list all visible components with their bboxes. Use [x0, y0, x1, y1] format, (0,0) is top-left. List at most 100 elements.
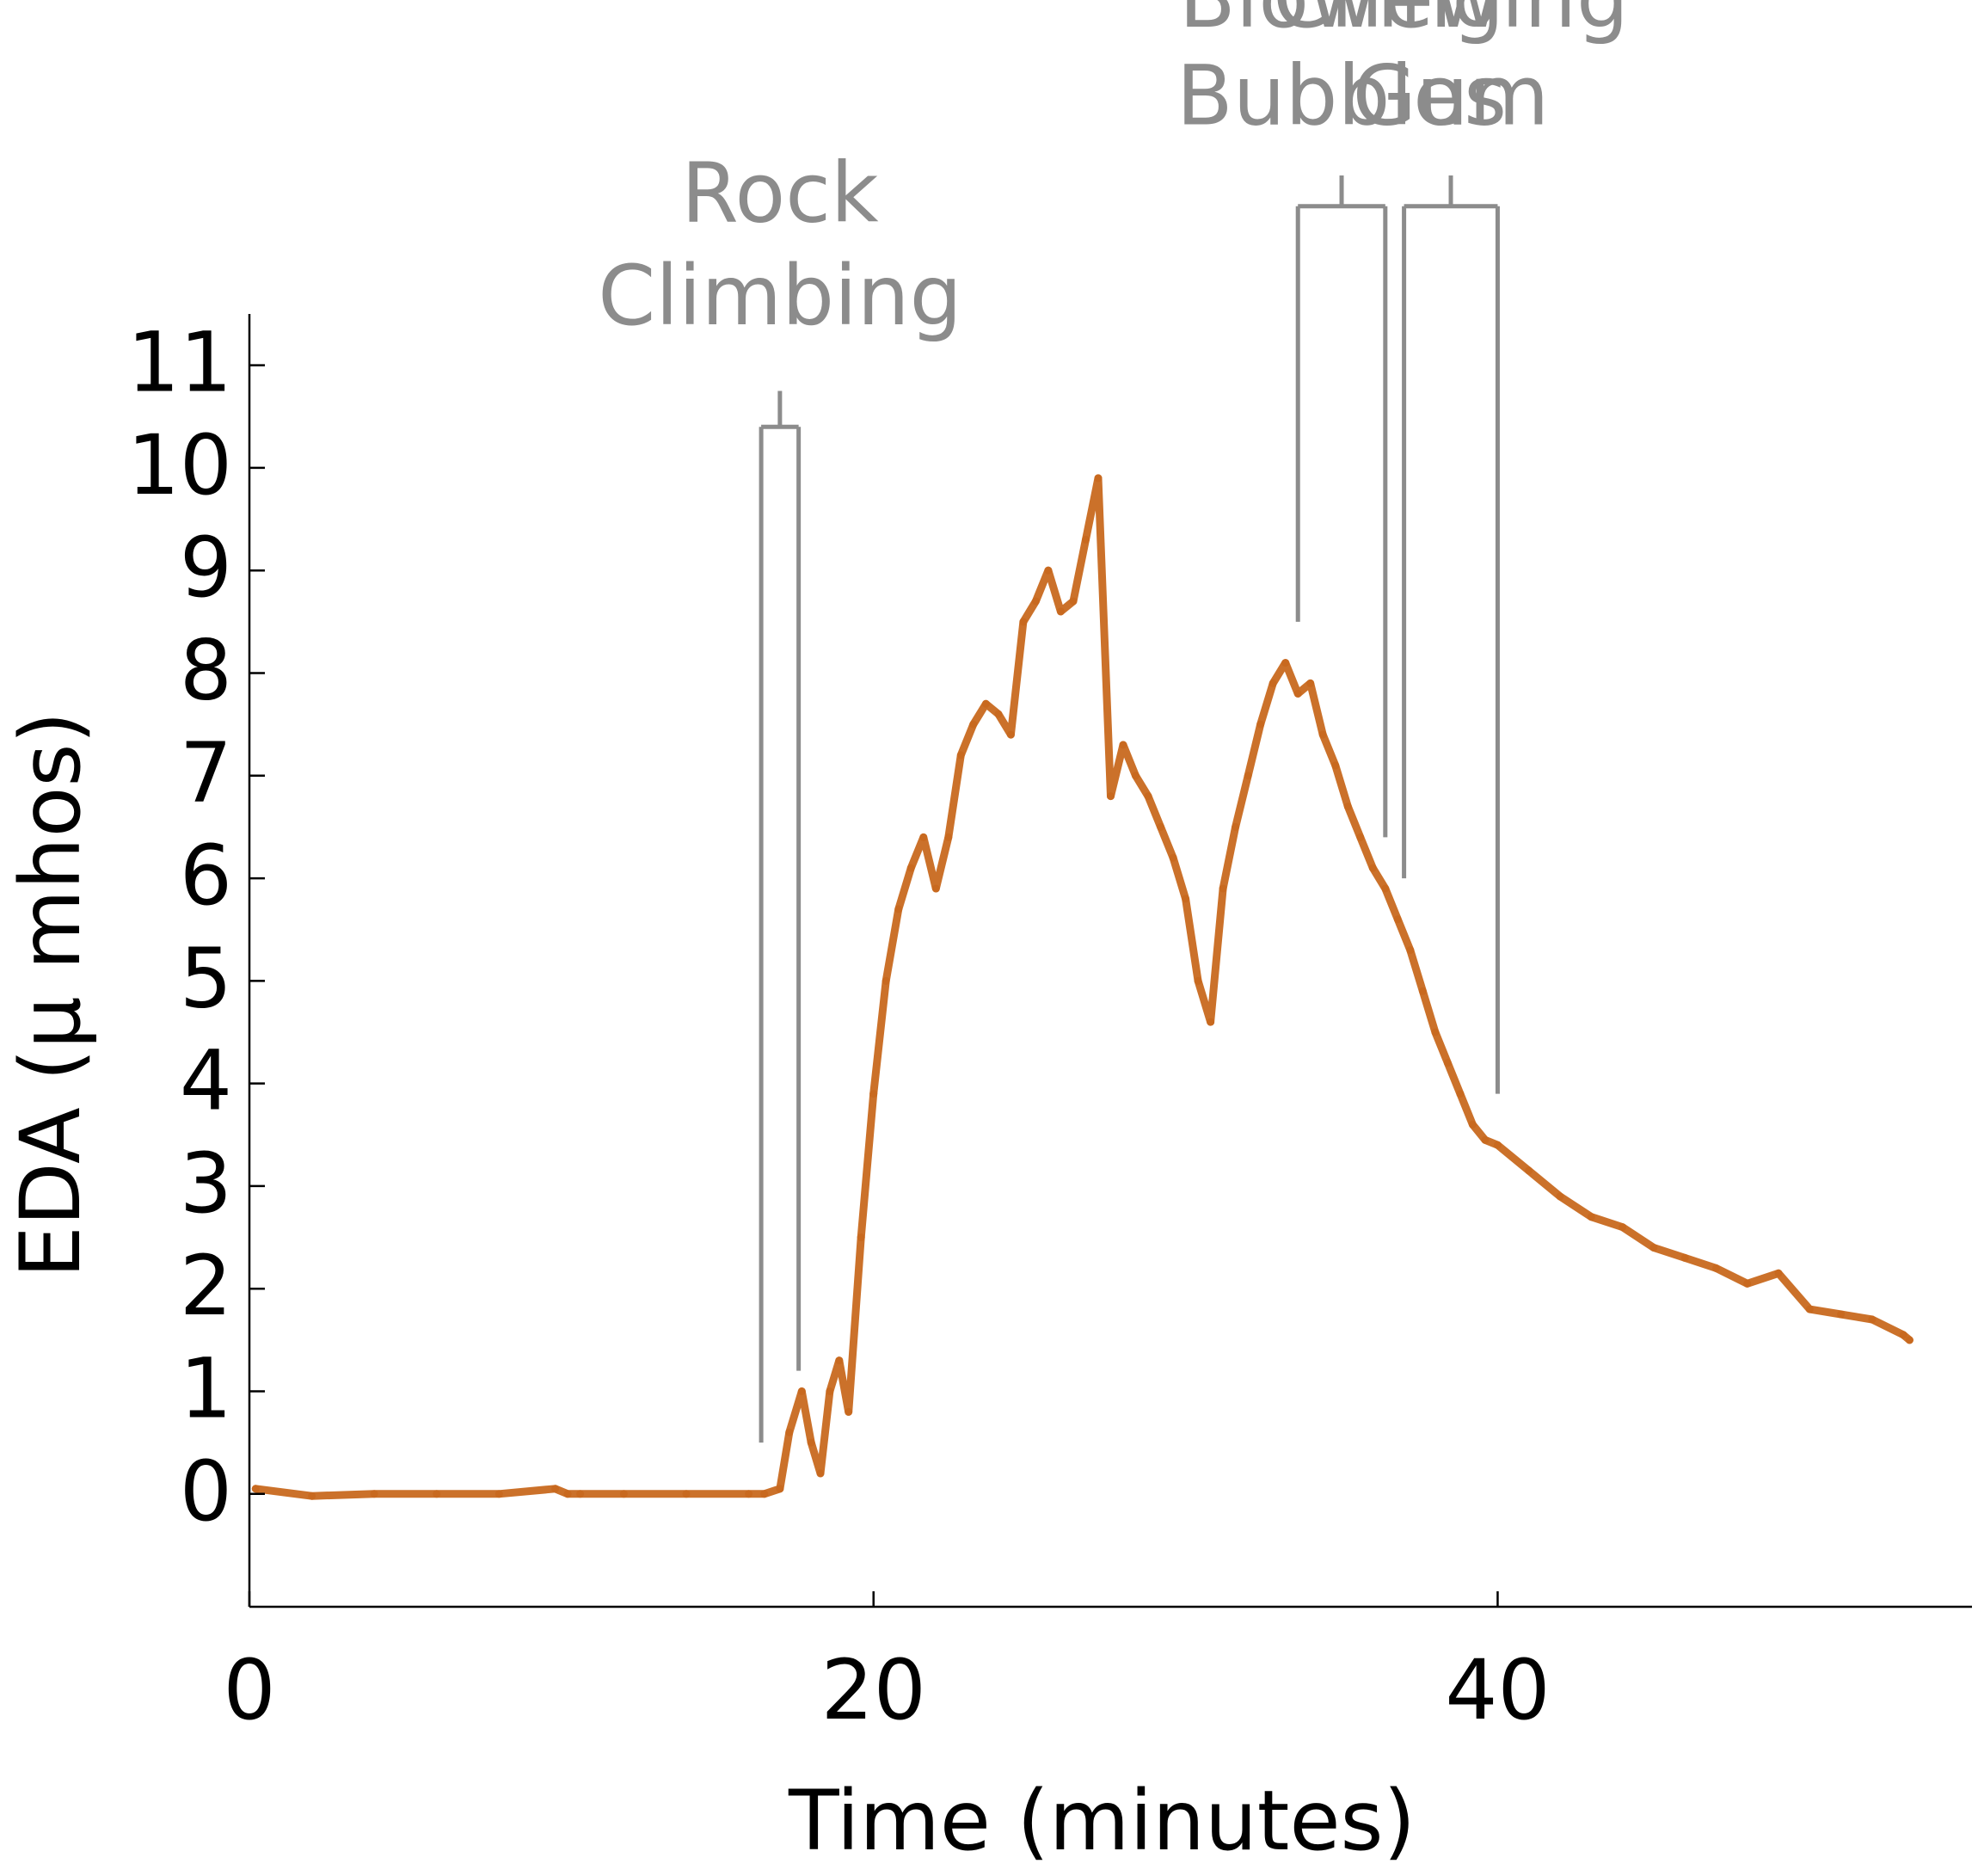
- annotation-label: Bubbles: [1176, 47, 1507, 144]
- x-ticks: 0 20 40: [223, 1591, 1551, 1738]
- annotation-label: Rock: [681, 145, 879, 242]
- data-point: [1868, 1315, 1877, 1324]
- data-point: [563, 1490, 572, 1498]
- data-point: [1244, 772, 1252, 780]
- y-tick-label: 3: [180, 1135, 232, 1232]
- data-point: [1207, 1018, 1215, 1026]
- data-point: [745, 1490, 753, 1498]
- y-tick-label: 8: [180, 623, 232, 719]
- data-point: [1649, 1244, 1658, 1252]
- y-tick-label: 5: [180, 930, 232, 1026]
- data-point: [1256, 720, 1265, 729]
- data-point: [576, 1490, 585, 1498]
- data-point: [1837, 1310, 1846, 1319]
- data-point: [826, 1387, 834, 1395]
- annotation-label: Blowing: [1179, 0, 1504, 46]
- data-point: [845, 1407, 853, 1416]
- data-point: [370, 1490, 378, 1498]
- data-point: [1331, 761, 1340, 770]
- data-point: [931, 884, 940, 893]
- data-point: [551, 1485, 560, 1493]
- y-tick-label: 11: [127, 315, 232, 411]
- data-point: [1393, 915, 1402, 924]
- data-point: [433, 1490, 441, 1498]
- data-point: [994, 710, 1003, 718]
- data-point: [776, 1485, 784, 1493]
- data-point: [1094, 474, 1103, 483]
- data-point: [1481, 1135, 1490, 1144]
- data-point: [1281, 659, 1290, 667]
- data-point: [1905, 1336, 1914, 1344]
- data-point: [1293, 689, 1302, 698]
- data-point: [1619, 1223, 1627, 1232]
- data-point: [1443, 1059, 1452, 1067]
- data-point: [981, 699, 990, 708]
- series-line: [251, 474, 1914, 1500]
- data-point: [308, 1492, 316, 1500]
- data-point: [1743, 1279, 1752, 1288]
- data-point: [1456, 1090, 1465, 1098]
- data-point: [1899, 1331, 1907, 1339]
- data-point: [1194, 976, 1202, 985]
- data-point: [1418, 987, 1427, 995]
- data-point: [1343, 803, 1352, 811]
- data-point: [1069, 597, 1078, 606]
- data-point: [760, 1490, 769, 1498]
- data-point: [906, 864, 915, 872]
- data-point: [869, 1090, 878, 1098]
- activity-annotation: ChewingGum: [1273, 0, 1629, 1094]
- annotation-label: Gum: [1353, 47, 1550, 144]
- data-point: [1774, 1269, 1783, 1277]
- data-point: [1019, 618, 1028, 626]
- data-point: [1268, 679, 1277, 687]
- data-point: [835, 1356, 844, 1365]
- y-tick-label: 4: [180, 1033, 232, 1129]
- x-axis-title: Time (minutes): [788, 1773, 1416, 1869]
- data-point: [1169, 853, 1177, 862]
- data-point: [1219, 884, 1227, 893]
- data-point: [1368, 864, 1377, 872]
- data-point: [1356, 833, 1365, 841]
- annotation-label: Climbing: [598, 248, 961, 344]
- y-tick-label: 0: [180, 1443, 232, 1540]
- data-point: [1306, 679, 1315, 687]
- data-point: [1056, 607, 1065, 616]
- data-point: [807, 1438, 815, 1447]
- series-layer: [251, 474, 1914, 1500]
- data-point: [1556, 1192, 1564, 1201]
- y-tick-label: 6: [180, 827, 232, 924]
- y-tick-label: 9: [180, 520, 232, 616]
- data-point: [619, 1490, 628, 1498]
- data-point: [1044, 566, 1053, 575]
- y-tick-label: 1: [180, 1341, 232, 1437]
- data-point: [882, 976, 890, 985]
- data-point: [1525, 1166, 1533, 1175]
- data-point: [494, 1490, 503, 1498]
- data-point: [969, 720, 978, 729]
- data-point: [1318, 730, 1327, 739]
- data-point: [1468, 1120, 1477, 1129]
- data-point: [1712, 1264, 1720, 1272]
- data-point: [919, 833, 928, 841]
- data-point: [1006, 730, 1015, 739]
- y-tick-label: 2: [180, 1238, 232, 1334]
- data-point: [1680, 1253, 1689, 1262]
- data-point: [1132, 772, 1140, 780]
- x-tick-label: 20: [821, 1642, 926, 1738]
- y-tick-label: 10: [127, 417, 232, 514]
- data-point: [251, 1485, 260, 1493]
- data-point: [1082, 535, 1090, 544]
- data-point: [682, 1490, 691, 1498]
- data-point: [1587, 1213, 1595, 1221]
- data-point: [816, 1469, 825, 1478]
- data-point: [1157, 822, 1165, 831]
- data-point: [894, 905, 903, 913]
- data-point: [1431, 1028, 1440, 1036]
- annotation-label: Chewing: [1273, 0, 1629, 46]
- axes: [248, 314, 1972, 1608]
- data-point: [1119, 741, 1127, 749]
